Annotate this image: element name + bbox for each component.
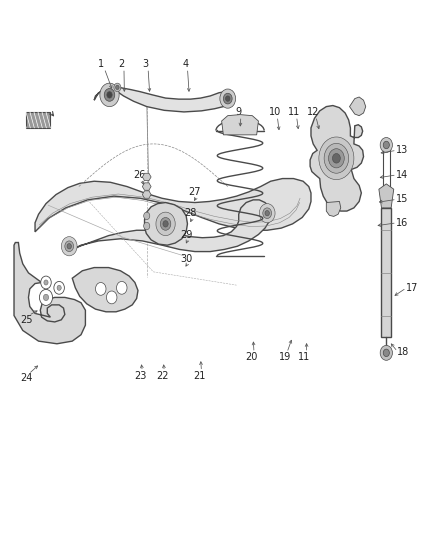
Text: 17: 17	[406, 283, 418, 293]
Text: 16: 16	[396, 218, 408, 228]
Text: 15: 15	[396, 195, 408, 204]
Polygon shape	[379, 184, 394, 208]
Circle shape	[57, 285, 61, 290]
Polygon shape	[145, 203, 187, 245]
Text: 2: 2	[119, 59, 125, 69]
Polygon shape	[72, 268, 138, 312]
Circle shape	[61, 237, 77, 256]
Text: 3: 3	[143, 59, 149, 69]
Polygon shape	[142, 173, 151, 181]
Circle shape	[259, 204, 275, 223]
Text: 18: 18	[397, 347, 409, 357]
Circle shape	[107, 92, 112, 98]
Polygon shape	[142, 191, 151, 198]
Circle shape	[265, 211, 269, 216]
Text: 10: 10	[269, 107, 281, 117]
Text: 20: 20	[246, 352, 258, 362]
Circle shape	[319, 137, 354, 180]
Circle shape	[226, 96, 230, 101]
Circle shape	[380, 138, 392, 152]
Circle shape	[43, 294, 49, 301]
Circle shape	[160, 217, 171, 230]
Polygon shape	[35, 179, 311, 232]
Text: 11: 11	[288, 107, 300, 117]
Text: 13: 13	[396, 146, 408, 155]
Text: 28: 28	[184, 208, 197, 218]
Circle shape	[54, 281, 64, 294]
Circle shape	[106, 291, 117, 304]
Circle shape	[100, 83, 119, 107]
Circle shape	[44, 280, 48, 285]
Circle shape	[117, 281, 127, 294]
Circle shape	[163, 221, 168, 227]
Text: 26: 26	[133, 170, 145, 180]
Circle shape	[332, 154, 340, 163]
Polygon shape	[310, 106, 364, 211]
Circle shape	[263, 208, 272, 219]
Circle shape	[95, 282, 106, 295]
Circle shape	[67, 244, 71, 249]
Circle shape	[383, 349, 389, 357]
Circle shape	[328, 149, 344, 168]
Circle shape	[223, 93, 232, 104]
Circle shape	[220, 89, 236, 108]
Circle shape	[65, 241, 74, 252]
Circle shape	[144, 222, 150, 230]
Circle shape	[104, 88, 115, 101]
Text: 12: 12	[307, 107, 320, 117]
Text: 4: 4	[182, 59, 188, 69]
Polygon shape	[350, 97, 366, 116]
Circle shape	[41, 276, 51, 289]
Polygon shape	[326, 201, 341, 216]
Text: 27: 27	[189, 187, 201, 197]
Text: 24: 24	[20, 374, 32, 383]
Bar	[26, 112, 50, 128]
Text: 1: 1	[98, 59, 104, 69]
Circle shape	[39, 289, 53, 305]
Circle shape	[116, 85, 119, 90]
Text: 23: 23	[134, 371, 146, 381]
Polygon shape	[222, 115, 258, 135]
Polygon shape	[68, 200, 271, 252]
Text: 11: 11	[298, 352, 311, 362]
Circle shape	[324, 143, 349, 173]
Text: 30: 30	[180, 254, 192, 263]
Circle shape	[156, 212, 175, 236]
Text: 29: 29	[180, 230, 192, 239]
Text: 21: 21	[193, 371, 205, 381]
Text: 22: 22	[156, 371, 168, 381]
Text: 25: 25	[20, 315, 32, 325]
Bar	[381, 208, 391, 337]
Circle shape	[383, 141, 389, 149]
Text: 14: 14	[396, 170, 408, 180]
Text: 9: 9	[236, 107, 242, 117]
Polygon shape	[142, 183, 151, 190]
Polygon shape	[94, 87, 232, 112]
Polygon shape	[14, 243, 85, 344]
Circle shape	[144, 212, 150, 220]
Text: 19: 19	[279, 352, 291, 362]
Circle shape	[114, 83, 121, 92]
Circle shape	[380, 345, 392, 360]
